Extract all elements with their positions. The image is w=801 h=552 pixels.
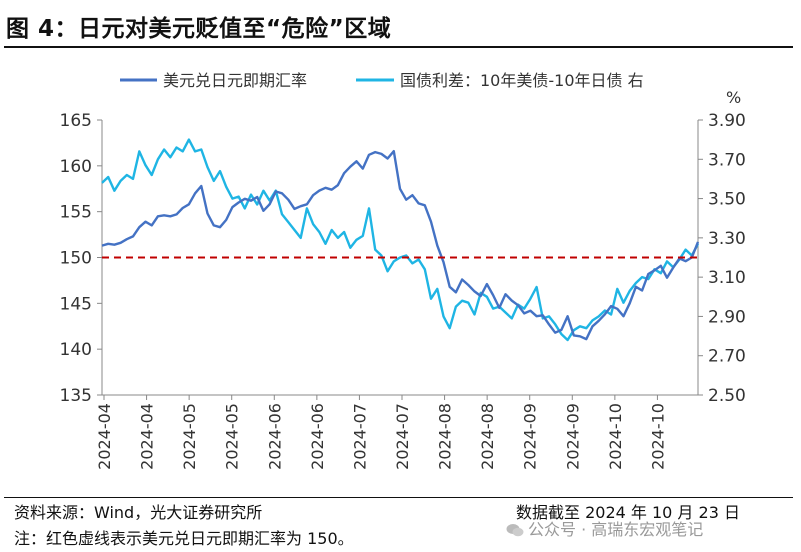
- left-tick-label: 150: [60, 249, 92, 269]
- wechat-icon: [506, 524, 524, 537]
- legend: 美元兑日元即期汇率 国债利差：10年美债-10年日债 右: [120, 71, 644, 90]
- right-tick-label: 3.10: [708, 268, 746, 288]
- note-text: 注：红色虚线表示美元兑日元即期汇率为 150。: [14, 529, 354, 548]
- right-tick-label: 2.50: [708, 386, 746, 406]
- right-tick-label: 3.90: [708, 111, 746, 131]
- left-tick-label: 145: [60, 294, 92, 314]
- series-line-usdjpy: [101, 149, 700, 341]
- x-tick-label: 2024-10: [606, 403, 625, 470]
- x-tick-label: 2024-08: [478, 403, 497, 470]
- x-tick-label: 2024-06: [265, 403, 284, 470]
- title-underline: [4, 46, 793, 48]
- x-tick-label: 2024-09: [521, 403, 540, 470]
- x-tick-label: 2024-09: [563, 403, 582, 470]
- watermark-text: 公众号 · 高瑞东宏观笔记: [528, 520, 704, 539]
- plot-area: [101, 138, 700, 342]
- x-tick-label: 2024-06: [308, 403, 327, 470]
- x-tick-label: 2024-07: [393, 403, 412, 470]
- legend-label-usdjpy: 美元兑日元即期汇率: [163, 71, 307, 90]
- right-axis-ticks: 2.50 2.70 2.90 3.10 3.30 3.50 3.70 3.90: [698, 111, 746, 406]
- right-tick-label: 2.90: [708, 307, 746, 327]
- x-tick-label: 2024-07: [350, 403, 369, 470]
- left-tick-label: 140: [60, 340, 92, 360]
- x-tick-label: 2024-08: [436, 403, 455, 470]
- left-axis-ticks: 135 140 145 150 155 160 165: [60, 111, 102, 406]
- x-axis-ticks: 2024-04 2024-04 2024-05 2024-05 2024-06 2024-…: [95, 395, 667, 470]
- right-tick-label: 3.30: [708, 229, 746, 249]
- source-text: 资料来源：Wind，光大证券研究所: [14, 503, 263, 522]
- right-tick-label: 2.70: [708, 347, 746, 367]
- x-tick-label: 2024-10: [648, 403, 667, 470]
- left-tick-label: 135: [60, 386, 92, 406]
- right-tick-label: 3.70: [708, 150, 746, 170]
- watermark: 公众号 · 高瑞东宏观笔记: [506, 516, 703, 540]
- x-tick-label: 2024-04: [138, 403, 157, 470]
- x-tick-label: 2024-05: [223, 403, 242, 470]
- figure-title: 图 4：日元对美元贬值至“危险”区域: [6, 16, 392, 42]
- left-tick-label: 160: [60, 157, 92, 177]
- series-line-spread: [101, 138, 700, 342]
- legend-label-spread: 国债利差：10年美债-10年日债 右: [400, 71, 644, 90]
- date-text: 数据截至 2024 年 10 月 23 日: [516, 503, 740, 522]
- footer-rule: [4, 497, 793, 498]
- x-tick-label: 2024-04: [95, 403, 114, 470]
- right-axis-unit: %: [726, 88, 741, 107]
- left-tick-label: 165: [60, 111, 92, 131]
- left-tick-label: 155: [60, 203, 92, 223]
- x-tick-label: 2024-05: [180, 403, 199, 470]
- right-tick-label: 3.50: [708, 190, 746, 210]
